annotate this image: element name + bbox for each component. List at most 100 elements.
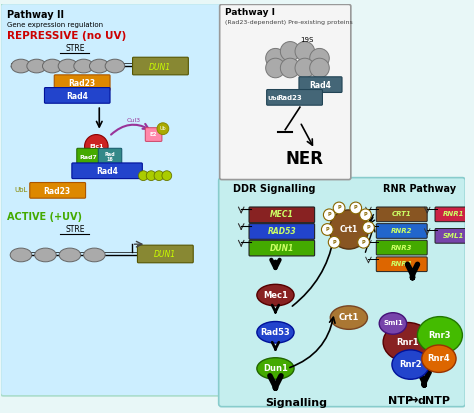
FancyBboxPatch shape (376, 240, 427, 255)
Text: RNR3: RNR3 (391, 244, 412, 251)
FancyBboxPatch shape (0, 3, 222, 396)
Ellipse shape (257, 284, 294, 306)
Text: Sml1: Sml1 (383, 320, 403, 326)
Text: Rad23: Rad23 (44, 187, 71, 196)
Text: dNTP: dNTP (418, 396, 450, 406)
Ellipse shape (90, 59, 109, 73)
Circle shape (157, 123, 169, 135)
Text: Rnr3: Rnr3 (428, 331, 451, 340)
Text: 19S: 19S (300, 37, 313, 43)
Ellipse shape (105, 59, 125, 73)
Text: RNR1: RNR1 (442, 211, 464, 217)
FancyBboxPatch shape (219, 178, 465, 407)
Text: DDR Signalling: DDR Signalling (233, 184, 316, 194)
Text: Dun1: Dun1 (263, 364, 288, 373)
Circle shape (265, 48, 285, 68)
Text: (Rad23-dependent) Pre-existing proteins: (Rad23-dependent) Pre-existing proteins (225, 20, 352, 25)
Circle shape (295, 58, 315, 78)
Text: Rnr1: Rnr1 (396, 337, 419, 347)
Text: P: P (362, 240, 365, 245)
FancyBboxPatch shape (77, 148, 100, 166)
Circle shape (333, 202, 345, 214)
Text: Rad4: Rad4 (66, 92, 88, 101)
Text: CRT1: CRT1 (392, 211, 411, 217)
Ellipse shape (59, 248, 81, 262)
Text: P: P (337, 206, 341, 211)
FancyBboxPatch shape (267, 90, 322, 105)
Ellipse shape (10, 248, 32, 262)
Text: STRE: STRE (65, 44, 84, 53)
FancyBboxPatch shape (249, 223, 315, 239)
Ellipse shape (422, 345, 456, 373)
FancyBboxPatch shape (98, 148, 122, 166)
Circle shape (280, 58, 300, 78)
Text: RNR4: RNR4 (391, 261, 412, 267)
Ellipse shape (74, 59, 93, 73)
Text: Gene expression regulation: Gene expression regulation (7, 22, 103, 28)
FancyBboxPatch shape (145, 128, 162, 141)
Ellipse shape (392, 350, 429, 379)
Ellipse shape (330, 306, 367, 329)
FancyBboxPatch shape (137, 245, 193, 263)
FancyBboxPatch shape (376, 223, 427, 238)
Text: Mec1: Mec1 (263, 291, 288, 299)
Circle shape (138, 171, 148, 180)
Text: Elc1: Elc1 (89, 144, 104, 149)
Text: Rad23: Rad23 (278, 95, 302, 101)
Text: RAD53: RAD53 (267, 227, 296, 236)
Circle shape (310, 48, 329, 68)
Ellipse shape (27, 59, 46, 73)
Circle shape (329, 210, 368, 249)
Circle shape (295, 42, 315, 61)
FancyBboxPatch shape (435, 228, 471, 243)
Ellipse shape (383, 323, 432, 362)
Circle shape (84, 135, 108, 158)
Circle shape (154, 171, 164, 180)
Ellipse shape (83, 248, 105, 262)
Text: UbL: UbL (268, 96, 281, 101)
Text: Crt1: Crt1 (339, 313, 359, 322)
Text: MEC1: MEC1 (270, 210, 294, 219)
Circle shape (321, 223, 333, 235)
FancyBboxPatch shape (376, 257, 427, 272)
Ellipse shape (43, 59, 62, 73)
Circle shape (350, 202, 362, 214)
Text: Pathway I: Pathway I (225, 8, 274, 17)
Text: RNR Pathway: RNR Pathway (383, 184, 456, 194)
FancyBboxPatch shape (435, 207, 471, 222)
FancyBboxPatch shape (249, 207, 315, 223)
Circle shape (358, 236, 369, 248)
FancyBboxPatch shape (133, 57, 188, 75)
Ellipse shape (58, 59, 78, 73)
Text: Crt1: Crt1 (340, 225, 358, 234)
FancyBboxPatch shape (72, 163, 142, 178)
Text: Rnr4: Rnr4 (428, 354, 450, 363)
Text: Rad7: Rad7 (80, 154, 97, 159)
Text: P: P (328, 212, 331, 217)
Text: Rad23: Rad23 (68, 79, 95, 88)
Text: ACTIVE (+UV): ACTIVE (+UV) (7, 212, 82, 222)
Circle shape (146, 171, 156, 180)
Text: REPRESSIVE (no UV): REPRESSIVE (no UV) (7, 31, 127, 40)
Text: DUN1: DUN1 (270, 244, 294, 253)
Ellipse shape (257, 358, 294, 379)
FancyBboxPatch shape (30, 183, 86, 198)
Text: Ub: Ub (160, 126, 166, 131)
Text: P: P (332, 240, 336, 245)
FancyBboxPatch shape (249, 240, 315, 256)
Circle shape (323, 209, 335, 221)
Ellipse shape (379, 313, 407, 334)
Ellipse shape (257, 321, 294, 343)
Text: DUN1: DUN1 (154, 250, 176, 259)
FancyBboxPatch shape (376, 207, 427, 222)
Circle shape (328, 236, 340, 248)
Text: Rnr2: Rnr2 (399, 360, 422, 369)
FancyBboxPatch shape (45, 88, 110, 103)
FancyBboxPatch shape (54, 75, 110, 90)
Circle shape (363, 222, 374, 233)
Text: Rad
16: Rad 16 (105, 152, 115, 162)
Text: P: P (366, 225, 370, 230)
Text: Signalling: Signalling (265, 398, 328, 408)
Ellipse shape (418, 317, 463, 354)
Text: NTP: NTP (388, 396, 413, 406)
